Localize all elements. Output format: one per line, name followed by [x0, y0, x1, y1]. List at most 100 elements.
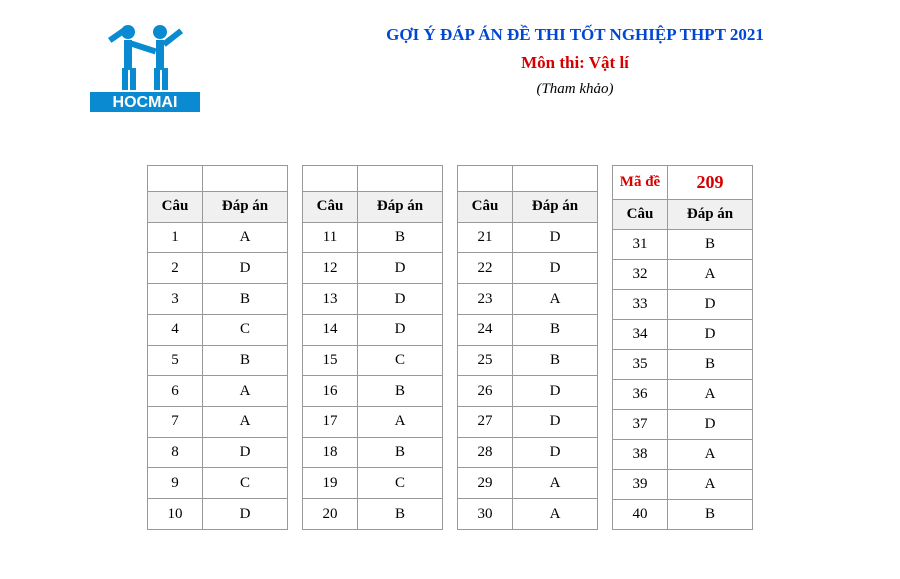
cell-question: 8: [148, 437, 203, 468]
col-header-answer: Đáp án: [358, 192, 443, 223]
col-header-answer: Đáp án: [668, 200, 753, 230]
cell-answer: B: [668, 230, 753, 260]
table-row: 5B: [148, 345, 288, 376]
cell-question: 11: [303, 222, 358, 253]
cell-answer: D: [358, 284, 443, 315]
cell-question: 15: [303, 345, 358, 376]
cell-answer: D: [513, 407, 598, 438]
cell-answer: D: [668, 290, 753, 320]
table-row: 2D: [148, 253, 288, 284]
cell-question: 31: [613, 230, 668, 260]
page-title-2: Môn thi: Vật lí: [270, 53, 880, 73]
table-row: 31B: [613, 230, 753, 260]
cell-answer: B: [203, 284, 288, 315]
table-row: 14D: [303, 314, 443, 345]
cell-answer: A: [513, 468, 598, 499]
cell-question: 1: [148, 222, 203, 253]
table-row: 38A: [613, 440, 753, 470]
cell-question: 26: [458, 376, 513, 407]
cell-question: 9: [148, 468, 203, 499]
table-row: 32A: [613, 260, 753, 290]
cell-answer: A: [668, 470, 753, 500]
table-row: 7A: [148, 407, 288, 438]
table-row: 18B: [303, 437, 443, 468]
hocmai-logo: HOCMAI: [80, 20, 210, 115]
table-row: 27D: [458, 407, 598, 438]
cell-question: 7: [148, 407, 203, 438]
col-header-answer: Đáp án: [513, 192, 598, 223]
cell-question: 40: [613, 500, 668, 530]
cell-answer: A: [668, 380, 753, 410]
table-row: 29A: [458, 468, 598, 499]
cell-answer: A: [203, 222, 288, 253]
cell-answer: A: [513, 284, 598, 315]
header: HOCMAI GỢI Ý ĐÁP ÁN ĐỀ THI TỐT NGHIỆP TH…: [0, 10, 900, 135]
cell-question: 39: [613, 470, 668, 500]
table-row: 9C: [148, 468, 288, 499]
cell-answer: D: [513, 437, 598, 468]
cell-answer: D: [203, 499, 288, 530]
table-row: 6A: [148, 376, 288, 407]
table-row: 26D: [458, 376, 598, 407]
col-header-question: Câu: [148, 192, 203, 223]
table-row: 19C: [303, 468, 443, 499]
col-header-question: Câu: [303, 192, 358, 223]
cell-answer: C: [358, 468, 443, 499]
table-row: 22D: [458, 253, 598, 284]
cell-question: 6: [148, 376, 203, 407]
table-row: 20B: [303, 499, 443, 530]
table-row: 37D: [613, 410, 753, 440]
cell-question: 30: [458, 499, 513, 530]
table-row: 24B: [458, 314, 598, 345]
logo-text: HOCMAI: [113, 94, 178, 111]
ma-de-label: Mã đề: [620, 174, 660, 190]
cell-question: 13: [303, 284, 358, 315]
cell-answer: A: [668, 440, 753, 470]
cell-question: 38: [613, 440, 668, 470]
table-row: 1A: [148, 222, 288, 253]
cell-answer: A: [203, 407, 288, 438]
cell-answer: A: [358, 407, 443, 438]
table-row: 23A: [458, 284, 598, 315]
cell-answer: C: [358, 345, 443, 376]
cell-answer: B: [358, 222, 443, 253]
table-row: 28D: [458, 437, 598, 468]
table-row: 34D: [613, 320, 753, 350]
cell-question: 16: [303, 376, 358, 407]
cell-answer: D: [668, 410, 753, 440]
table-row: 39A: [613, 470, 753, 500]
cell-answer: B: [668, 500, 753, 530]
answer-tables-row: CâuĐáp án1A2D3B4C5B6A7A8D9C10DCâuĐáp án1…: [0, 135, 900, 530]
cell-question: 21: [458, 222, 513, 253]
cell-question: 10: [148, 499, 203, 530]
col-header-question: Câu: [458, 192, 513, 223]
table-row: 15C: [303, 345, 443, 376]
cell-question: 5: [148, 345, 203, 376]
cell-answer: C: [203, 468, 288, 499]
cell-answer: D: [668, 320, 753, 350]
ma-de-value: 209: [697, 172, 724, 192]
page-title-1: GỢI Ý ĐÁP ÁN ĐỀ THI TỐT NGHIỆP THPT 2021: [270, 25, 880, 45]
table-row: 21D: [458, 222, 598, 253]
cell-answer: B: [668, 350, 753, 380]
table-row: 36A: [613, 380, 753, 410]
table-row: 16B: [303, 376, 443, 407]
cell-answer: A: [203, 376, 288, 407]
table-row: 30A: [458, 499, 598, 530]
cell-answer: A: [513, 499, 598, 530]
cell-question: 25: [458, 345, 513, 376]
answer-table-4: Mã đề209CâuĐáp án31B32A33D34D35B36A37D38…: [612, 165, 753, 530]
table-row: 25B: [458, 345, 598, 376]
cell-question: 12: [303, 253, 358, 284]
cell-question: 17: [303, 407, 358, 438]
cell-answer: B: [358, 437, 443, 468]
cell-question: 18: [303, 437, 358, 468]
cell-question: 2: [148, 253, 203, 284]
cell-answer: B: [513, 314, 598, 345]
table-row: 35B: [613, 350, 753, 380]
title-block: GỢI Ý ĐÁP ÁN ĐỀ THI TỐT NGHIỆP THPT 2021…: [270, 20, 880, 98]
table-row: 12D: [303, 253, 443, 284]
answer-table-2: CâuĐáp án11B12D13D14D15C16B17A18B19C20B: [302, 165, 443, 530]
cell-question: 4: [148, 314, 203, 345]
cell-answer: B: [203, 345, 288, 376]
